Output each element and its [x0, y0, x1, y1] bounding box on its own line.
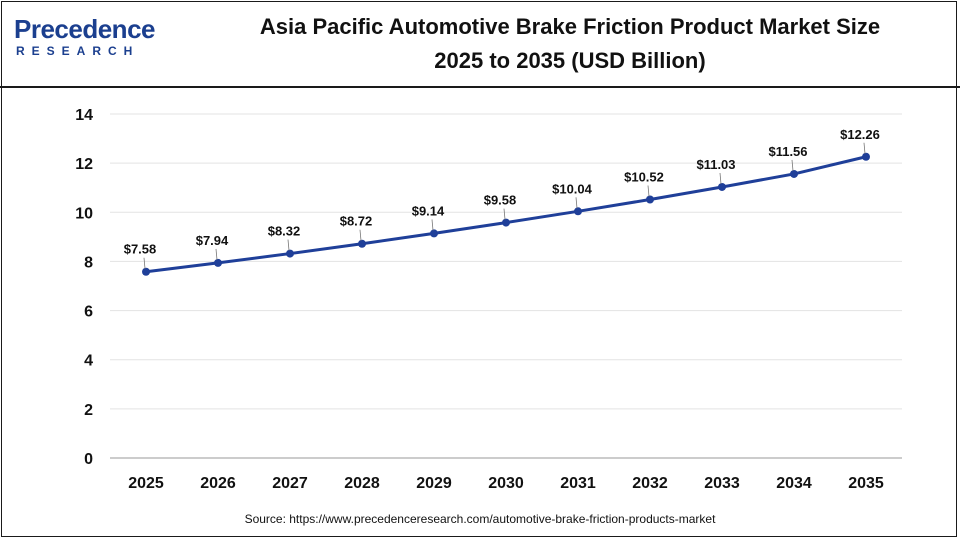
y-tick-label: 10: [75, 205, 93, 222]
x-tick-label: 2028: [344, 475, 380, 492]
data-label: $11.03: [696, 157, 735, 172]
y-tick-label: 14: [75, 107, 93, 124]
x-tick-label: 2029: [416, 475, 452, 492]
y-tick-label: 0: [84, 451, 93, 468]
data-point: [574, 207, 582, 216]
data-point: [718, 182, 726, 191]
header: Precedence RESEARCH Asia Pacific Automot…: [0, 0, 960, 88]
data-label-leader: [719, 172, 722, 185]
data-label: $10.04: [552, 181, 593, 196]
data-point: [790, 169, 798, 178]
data-label: $9.14: [412, 203, 445, 218]
logo-subtitle: RESEARCH: [16, 44, 140, 58]
x-tick-label: 2030: [488, 475, 524, 492]
y-tick-label: 2: [84, 402, 93, 419]
x-tick-label: 2034: [776, 475, 812, 492]
data-point: [502, 218, 510, 227]
data-label-leader: [431, 219, 434, 231]
data-label-leader: [575, 197, 578, 209]
x-tick-label: 2031: [560, 475, 596, 492]
data-label: $8.32: [268, 224, 301, 239]
y-tick-label: 12: [75, 156, 93, 173]
data-label-leader: [215, 248, 218, 260]
data-point: [286, 249, 294, 258]
data-point: [142, 267, 150, 276]
x-tick-label: 2026: [200, 475, 236, 492]
chart-title: Asia Pacific Automotive Brake Friction P…: [200, 10, 940, 78]
data-label-leader: [647, 185, 650, 197]
data-label-leader: [359, 229, 362, 241]
data-label: $7.94: [196, 233, 229, 248]
x-tick-label: 2032: [632, 475, 668, 492]
x-tick-label: 2025: [128, 475, 164, 492]
chart-title-line1: Asia Pacific Automotive Brake Friction P…: [259, 14, 881, 39]
y-tick-label: 6: [84, 304, 93, 321]
data-point: [214, 258, 222, 267]
x-tick-label: 2035: [848, 475, 884, 492]
data-label: $9.58: [484, 193, 517, 208]
y-tick-label: 8: [84, 254, 93, 271]
data-label-leader: [143, 257, 146, 269]
brand-logo: Precedence RESEARCH: [14, 14, 164, 64]
data-label: $8.72: [340, 214, 373, 229]
x-tick-label: 2027: [272, 475, 308, 492]
line-chart: 0 2 4 6 8 10 12 14 2025 2026 2027 2028 2029 2030 2031 2…: [75, 107, 902, 492]
y-tick-label: 4: [84, 353, 93, 370]
data-label-leader: [863, 142, 866, 154]
data-label-leader: [287, 239, 290, 251]
source-note: Source: https://www.precedenceresearch.c…: [244, 512, 716, 526]
data-point: [646, 195, 654, 204]
data-point: [430, 229, 438, 238]
chart-title-line2: 2025 to 2035 (USD Billion): [434, 48, 706, 73]
x-tick-label: 2033: [704, 475, 740, 492]
data-point: [358, 239, 366, 248]
data-label-leader: [503, 208, 506, 220]
data-label: $7.58: [124, 242, 157, 257]
data-label: $10.52: [624, 170, 664, 185]
data-point: [862, 152, 870, 161]
data-label: $11.56: [768, 144, 807, 159]
series-line: [145, 155, 867, 274]
data-label-leader: [791, 159, 794, 171]
data-label: $12.26: [840, 127, 880, 142]
logo-wordmark: Precedence: [14, 14, 155, 44]
